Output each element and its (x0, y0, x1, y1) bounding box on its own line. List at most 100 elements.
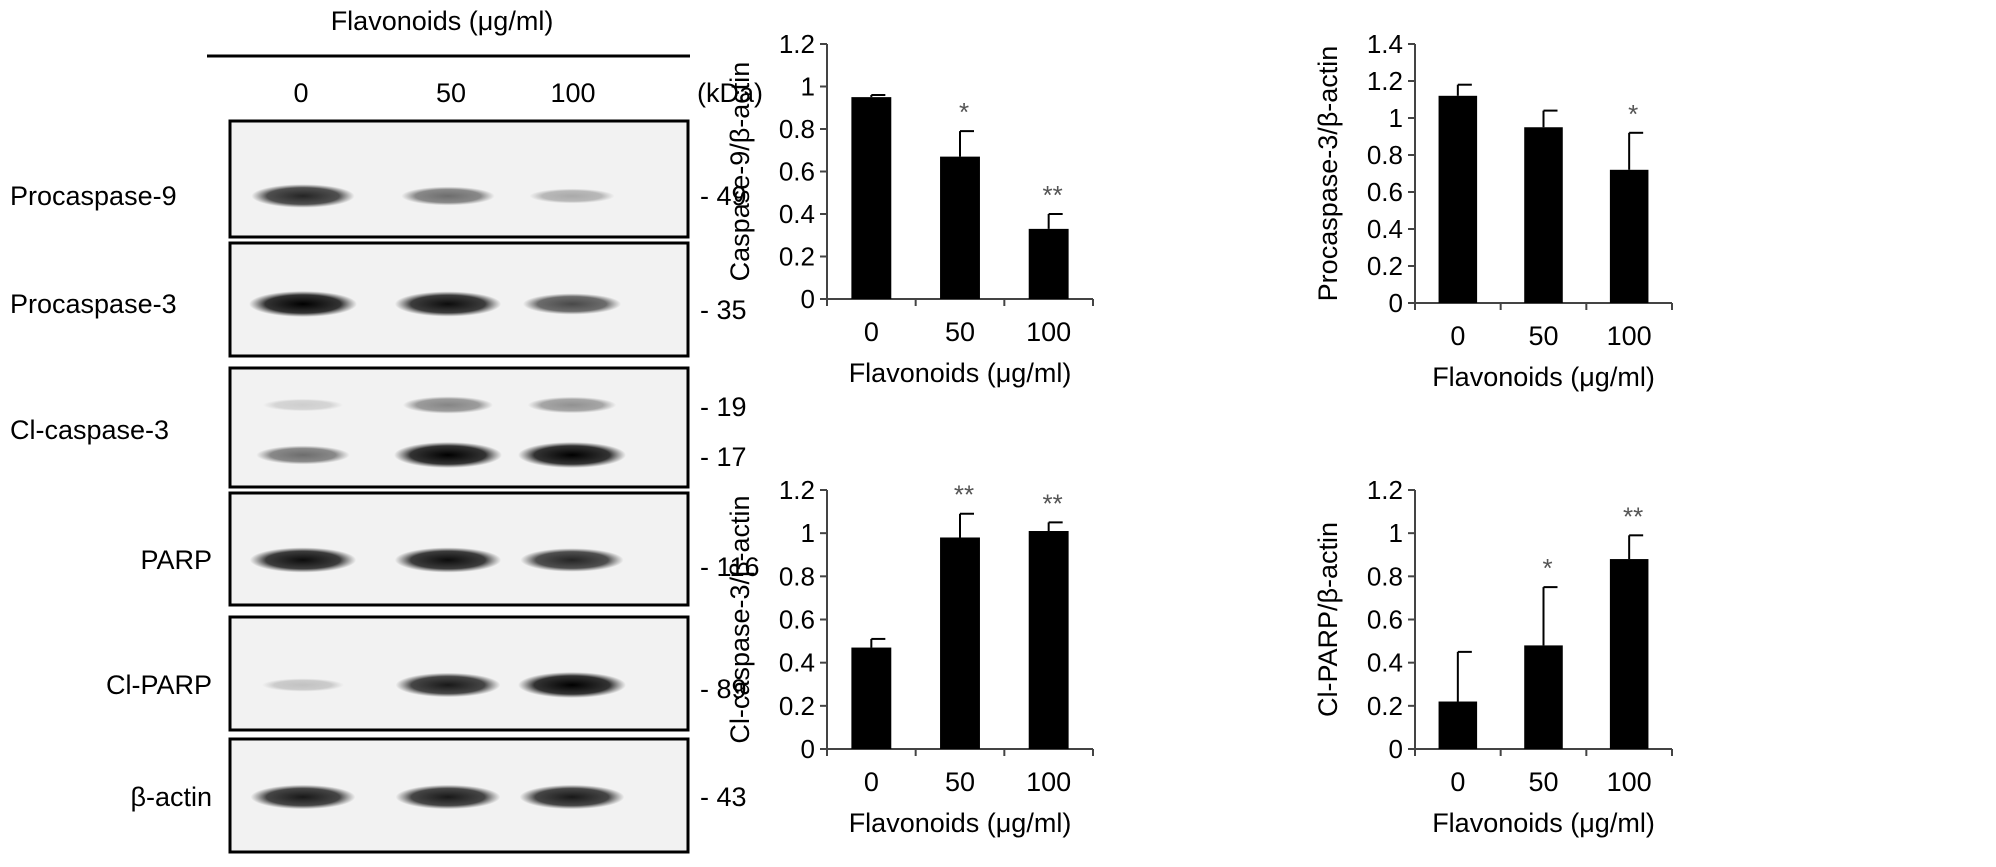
dose-label-50: 50 (436, 78, 466, 108)
blot-panel-frame (228, 366, 690, 489)
blot-band (529, 188, 615, 204)
bar (1609, 169, 1649, 303)
blot-band (262, 398, 344, 412)
blot-band (249, 291, 357, 317)
dose-label-0: 0 (293, 78, 308, 108)
y-tick-label: 0.8 (779, 114, 815, 144)
y-tick-label: 0.4 (1367, 214, 1403, 244)
x-tick-label: 100 (1607, 767, 1652, 797)
blot-panel-frame (228, 119, 690, 239)
significance-label: ** (954, 480, 974, 510)
y-tick-label: 0.2 (1367, 251, 1403, 281)
bar (940, 537, 980, 749)
blot-panel: Cl-caspase-3 - 19 - 17 (10, 366, 747, 489)
kda-marker-label: - 89 (700, 674, 747, 704)
blot-band (251, 184, 355, 208)
blot-band (394, 547, 502, 573)
y-tick-label: 0.8 (1367, 140, 1403, 170)
x-tick-label: 50 (945, 317, 975, 347)
y-tick-label: 0.6 (779, 157, 815, 187)
y-tick-label: 1.2 (779, 29, 815, 59)
chart-3: 0 0.2 0.4 0.6 0.8 1 1.2 0 ** 50 ** 100 Flavonoids (μ… (725, 475, 1094, 838)
x-axis-label: Flavonoids (μg/ml) (849, 808, 1072, 838)
y-tick-label: 0.2 (779, 242, 815, 272)
blot-panel: Cl-PARP - 89 (106, 615, 747, 732)
y-tick-label: 0 (801, 284, 815, 314)
bar (940, 156, 980, 299)
blot-band (394, 442, 502, 468)
blot-band (395, 784, 501, 810)
blot-band (249, 547, 357, 573)
significance-label: * (1542, 553, 1552, 583)
chart-2: 0 0.2 0.4 0.6 0.8 1 1.2 1.4 0 50 * 100 Flavonoids (μ… (1313, 29, 1673, 392)
bar (851, 647, 892, 749)
x-axis-label: Flavonoids (μg/ml) (1432, 362, 1655, 392)
y-tick-label: 0.6 (1367, 177, 1403, 207)
x-tick-label: 0 (1450, 321, 1465, 351)
y-tick-label: 1 (1389, 103, 1403, 133)
y-tick-label: 0.6 (779, 605, 815, 635)
kda-marker-label: - 43 (700, 782, 747, 812)
y-tick-label: 0 (1389, 734, 1403, 764)
dose-label-100: 100 (550, 78, 595, 108)
significance-label: ** (1043, 488, 1063, 518)
y-tick-label: 0.2 (779, 691, 815, 721)
y-tick-label: 0 (801, 734, 815, 764)
y-axis-label: Cl-caspase-3/β-actin (725, 495, 755, 743)
blot-panel: PARP - 116 (140, 491, 760, 607)
y-tick-label: 0.6 (1367, 605, 1403, 635)
blot-band (518, 442, 626, 468)
blot-protein-label: β-actin (130, 782, 212, 812)
y-tick-label: 0.4 (779, 648, 815, 678)
x-tick-label: 50 (1528, 321, 1558, 351)
blot-protein-label: Cl-caspase-3 (10, 415, 169, 445)
bar (851, 97, 892, 299)
blot-band (395, 672, 501, 698)
bar (1524, 645, 1563, 749)
x-tick-label: 100 (1026, 767, 1071, 797)
y-tick-label: 0.4 (779, 199, 815, 229)
y-tick-label: 0.4 (1367, 648, 1403, 678)
bar (1028, 531, 1069, 749)
bar (1438, 701, 1478, 749)
x-axis-label: Flavonoids (μg/ml) (849, 358, 1072, 388)
kda-marker-label: - 35 (700, 295, 747, 325)
kda-header: (kDa) (697, 78, 763, 108)
y-tick-label: 0.2 (1367, 691, 1403, 721)
y-axis-label: Caspase-9/β-actin (725, 62, 755, 282)
bar (1524, 127, 1563, 303)
y-tick-label: 1 (801, 72, 815, 102)
significance-label: ** (1043, 180, 1063, 210)
y-tick-label: 0.8 (1367, 561, 1403, 591)
blot-panel: Procaspase-3 - 35 (10, 241, 747, 358)
y-tick-label: 0 (1389, 288, 1403, 318)
x-tick-label: 50 (945, 767, 975, 797)
significance-label: * (959, 97, 969, 127)
y-tick-label: 1.2 (1367, 475, 1403, 505)
x-tick-label: 100 (1026, 317, 1071, 347)
x-tick-label: 0 (864, 767, 879, 797)
blot-protein-label: Cl-PARP (106, 670, 212, 700)
blot-band (527, 396, 617, 414)
bar (1028, 228, 1069, 299)
blot-band (518, 672, 626, 698)
bar (1609, 559, 1649, 749)
western-blot: Flavonoids (μg/ml) 0 50 100 (kDa) Procas… (10, 6, 763, 854)
blot-band (401, 186, 495, 206)
chart-4: 0 0.2 0.4 0.6 0.8 1 1.2 0 * 50 ** 100 Flavonoids (μg… (1313, 475, 1673, 838)
x-tick-label: 100 (1607, 321, 1652, 351)
kda-marker-label: - 19 (700, 392, 747, 422)
blot-band (256, 445, 350, 465)
kda-marker-label: - 49 (700, 181, 747, 211)
y-tick-label: 0.8 (779, 561, 815, 591)
kda-marker-label: - 17 (700, 442, 747, 472)
y-tick-label: 1.2 (1367, 66, 1403, 96)
x-tick-label: 0 (1450, 767, 1465, 797)
blot-band (402, 396, 494, 414)
blot-header: Flavonoids (μg/ml) (331, 6, 554, 36)
blot-protein-label: Procaspase-3 (10, 289, 177, 319)
chart-1: 0 0.2 0.4 0.6 0.8 1 1.2 0 * 50 ** 100 Flavonoids (μg… (725, 29, 1094, 388)
x-tick-label: 0 (864, 317, 879, 347)
x-tick-label: 50 (1528, 767, 1558, 797)
